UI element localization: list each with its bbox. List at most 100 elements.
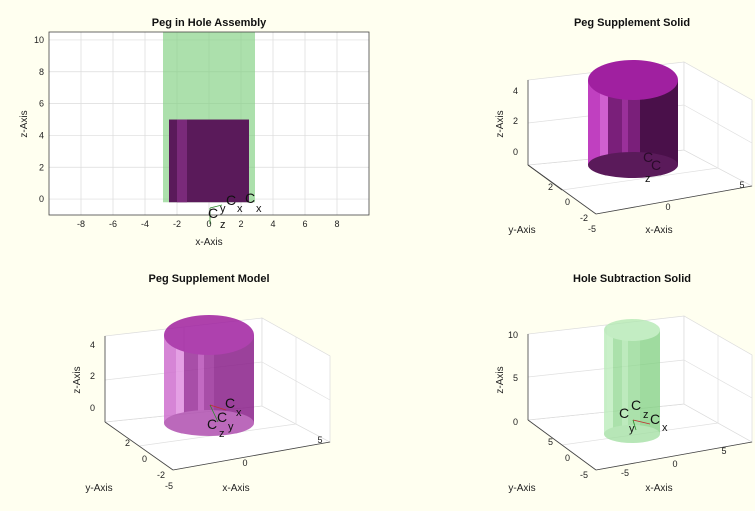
peg-supplement-solid-plot: Peg Supplement Solid C z C bbox=[495, 17, 754, 236]
frame-label: C bbox=[245, 190, 255, 206]
plot-title: Peg in Hole Assembly bbox=[152, 17, 267, 29]
x-tick-label: 2 bbox=[238, 219, 243, 229]
frame-axis-line bbox=[209, 404, 227, 411]
x-tick-label: -8 bbox=[77, 219, 85, 229]
svg-text:2: 2 bbox=[90, 371, 95, 381]
y-axis-label: y-Axis bbox=[508, 483, 535, 494]
y-tick-labels: 2 0 -2 bbox=[125, 438, 165, 480]
y-tick-labels: 5 0 -5 bbox=[548, 437, 588, 480]
svg-text:0: 0 bbox=[513, 147, 518, 157]
x-tick-label: -6 bbox=[109, 219, 117, 229]
z-axis-label: z-Axis bbox=[495, 110, 506, 137]
frame-label: C bbox=[650, 411, 660, 427]
svg-text:5: 5 bbox=[739, 180, 744, 190]
frame-axis-line bbox=[632, 419, 637, 431]
frame-label: C bbox=[651, 157, 661, 173]
y-tick-labels: 0 2 4 6 8 10 bbox=[34, 35, 44, 204]
x-tick-labels: -5 0 5 bbox=[165, 435, 323, 491]
hole-cylinder bbox=[604, 319, 660, 443]
svg-text:0: 0 bbox=[513, 417, 518, 427]
frame-label: C bbox=[217, 409, 227, 425]
peg-cylinder bbox=[588, 60, 678, 178]
frame-label: z bbox=[645, 173, 651, 185]
svg-text:0: 0 bbox=[672, 459, 677, 469]
svg-text:5: 5 bbox=[548, 437, 553, 447]
y-tick-label: 0 bbox=[39, 194, 44, 204]
x-tick-labels: -8 -6 -4 -2 0 2 4 6 8 bbox=[77, 219, 340, 229]
axes-box bbox=[48, 31, 370, 216]
svg-text:-5: -5 bbox=[580, 470, 588, 480]
svg-text:10: 10 bbox=[508, 330, 518, 340]
frame-label: C bbox=[207, 416, 217, 432]
x-tick-label: 6 bbox=[302, 219, 307, 229]
x-tick-labels: -5 0 5 bbox=[588, 180, 745, 234]
svg-text:2: 2 bbox=[548, 182, 553, 192]
z-axis-label: z-Axis bbox=[19, 110, 30, 137]
svg-text:0: 0 bbox=[565, 197, 570, 207]
frame-label: x bbox=[237, 203, 243, 215]
y-tick-labels: 2 0 -2 bbox=[548, 182, 588, 223]
frame-axis-line bbox=[209, 204, 223, 209]
frame-axis-line bbox=[209, 404, 219, 423]
svg-text:0: 0 bbox=[90, 403, 95, 413]
svg-text:-2: -2 bbox=[580, 213, 588, 223]
svg-text:4: 4 bbox=[513, 86, 518, 96]
frame-axis-line bbox=[632, 419, 651, 425]
x-axis-label: x-Axis bbox=[645, 483, 672, 494]
svg-text:2: 2 bbox=[125, 438, 130, 448]
y-tick-label: 4 bbox=[39, 130, 44, 140]
x-axis-label: x-Axis bbox=[222, 483, 249, 494]
frame-label: z bbox=[219, 428, 225, 440]
svg-text:0: 0 bbox=[242, 458, 247, 468]
plot-title: Peg Supplement Model bbox=[148, 273, 269, 285]
x-tick-label: 8 bbox=[334, 219, 339, 229]
z-tick-labels: 4 2 0 bbox=[90, 340, 95, 413]
y-tick-label: 2 bbox=[39, 162, 44, 172]
svg-text:-2: -2 bbox=[157, 470, 165, 480]
svg-text:-5: -5 bbox=[165, 481, 173, 491]
peg-cylinder bbox=[164, 315, 254, 436]
z-tick-labels: 10 5 0 bbox=[508, 330, 518, 427]
x-tick-label: 0 bbox=[206, 219, 211, 229]
frame-label: C bbox=[643, 149, 653, 165]
y-axis-label: y-Axis bbox=[85, 483, 112, 494]
x-tick-labels: -5 0 5 bbox=[621, 446, 727, 478]
frame-label: z bbox=[643, 409, 649, 421]
frame-label: C bbox=[631, 397, 641, 413]
hole-subtraction-solid-plot: Hole Subtraction Solid C C z C bbox=[495, 273, 754, 494]
peg-supplement-model-plot: Peg Supplement Model C x C C bbox=[72, 273, 332, 494]
frame-label: y bbox=[629, 423, 635, 435]
frame-label: y bbox=[228, 421, 234, 433]
svg-text:-5: -5 bbox=[588, 224, 596, 234]
z-axis-label: z-Axis bbox=[495, 366, 506, 393]
frame-label: x bbox=[236, 407, 242, 419]
plot-title: Peg Supplement Solid bbox=[574, 17, 690, 29]
x-tick-label: 4 bbox=[270, 219, 275, 229]
frame-label: y bbox=[220, 203, 226, 215]
frame-label: C bbox=[208, 205, 218, 221]
frame-label: z bbox=[220, 219, 226, 231]
x-tick-label: -2 bbox=[173, 219, 181, 229]
y-tick-label: 6 bbox=[39, 99, 44, 109]
svg-text:0: 0 bbox=[565, 453, 570, 463]
frame-label: C bbox=[619, 405, 629, 421]
svg-text:4: 4 bbox=[90, 340, 95, 350]
frame-label: x bbox=[256, 203, 262, 215]
peg-highlight bbox=[177, 119, 187, 203]
y-tick-label: 10 bbox=[34, 35, 44, 45]
svg-text:0: 0 bbox=[665, 202, 670, 212]
y-axis-label: y-Axis bbox=[508, 225, 535, 236]
svg-text:-5: -5 bbox=[621, 468, 629, 478]
z-axis-label: z-Axis bbox=[72, 366, 83, 393]
frame-label: x bbox=[662, 422, 668, 434]
svg-text:0: 0 bbox=[142, 454, 147, 464]
svg-text:5: 5 bbox=[721, 446, 726, 456]
svg-text:5: 5 bbox=[317, 435, 322, 445]
frame-label: C bbox=[225, 395, 235, 411]
peg-in-hole-assembly-plot: Peg in Hole Assembly -8 -6 -4 -2 0 2 4 6 8 0 2 4 6 8… bbox=[19, 17, 370, 248]
x-tick-label: -4 bbox=[141, 219, 149, 229]
svg-text:2: 2 bbox=[513, 116, 518, 126]
frame-label: C bbox=[226, 192, 236, 208]
x-axis-label: x-Axis bbox=[195, 237, 222, 248]
plot-title: Hole Subtraction Solid bbox=[573, 273, 691, 285]
